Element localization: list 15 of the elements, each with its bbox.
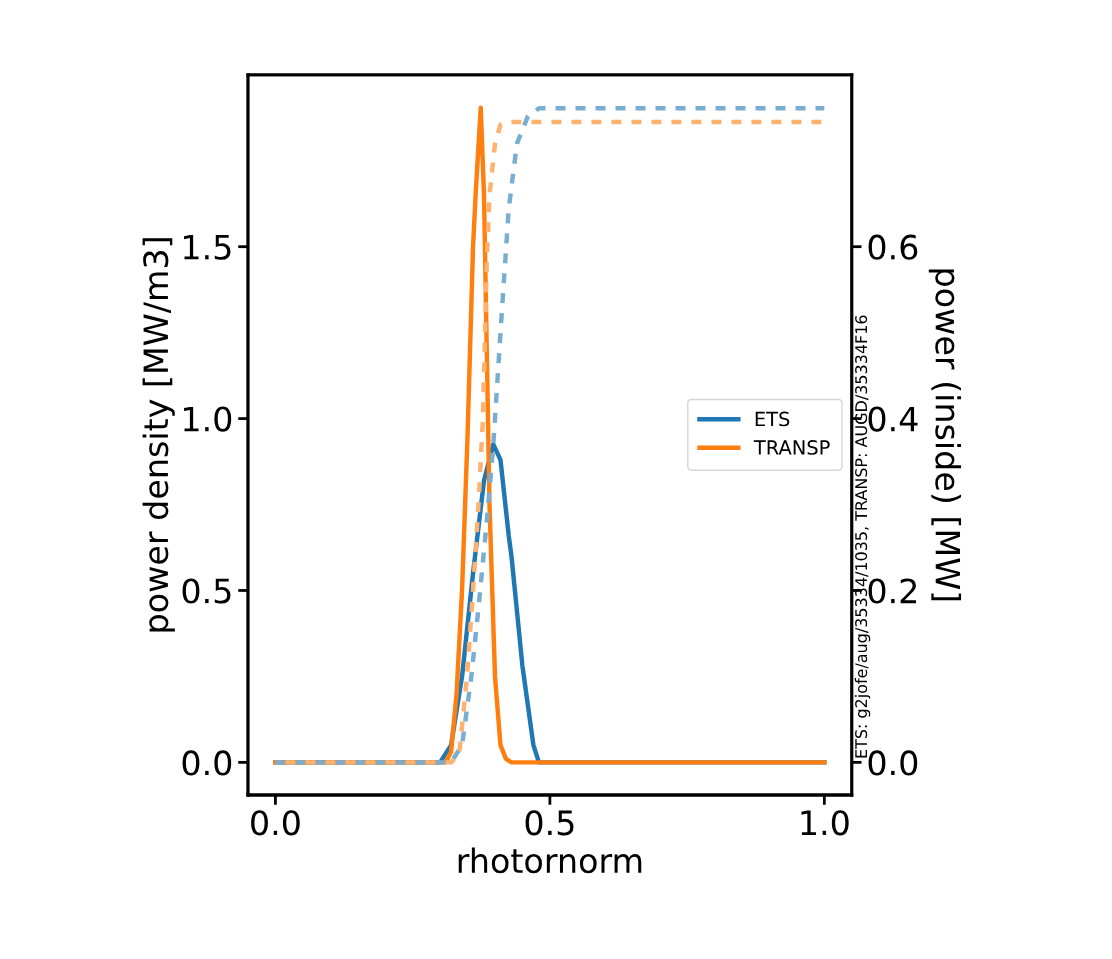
y2-tick-label: 0.4 [868,406,918,432]
y-axis-title: power density [MW/m3] [142,238,175,632]
legend-label: ETS [755,411,790,427]
y-tick-label: 1.0 [184,406,232,432]
legend-label: TRANSP [753,440,830,455]
y2-tick-label: 0.6 [868,234,918,260]
y2-axis-title: power (inside) [MW] [928,269,962,601]
x-axis-title: rhotornorm [458,847,642,874]
y-tick-label: 0.0 [182,750,232,776]
x-tick-label: 0.5 [525,810,574,836]
y2-tick-label: 0.0 [868,750,918,776]
y-tick-label: 0.5 [182,578,231,604]
y-tick-label: 1.5 [184,235,231,260]
x-tick-label: 0.0 [251,810,300,836]
x-tick-label: 1.0 [801,810,849,836]
